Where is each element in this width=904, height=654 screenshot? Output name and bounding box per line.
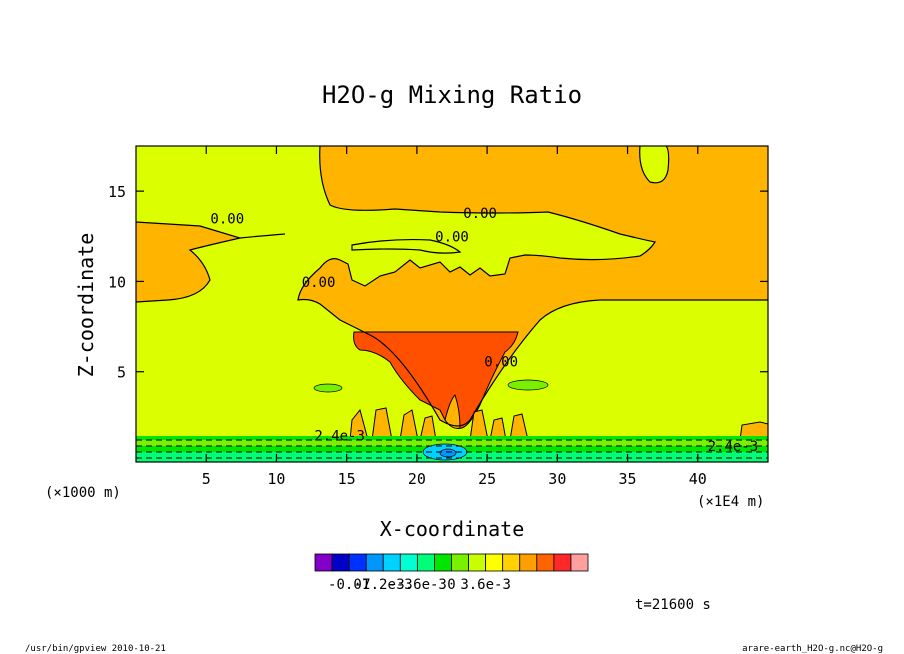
low-level-spikes	[349, 407, 768, 441]
colorbar-tick-labels: -0.01-7.2e-3-3.6e-3 0 3.6e-3	[328, 577, 511, 593]
y-tick-label: 10	[108, 273, 126, 291]
x-unit-left: (×1000 m)	[45, 485, 121, 501]
colorbar-tick-label: -0.01	[328, 577, 370, 593]
x-tick-label: 15	[338, 470, 356, 488]
colorbar-swatch	[536, 553, 555, 572]
y-tick-label: 15	[108, 183, 126, 201]
contour-label: 0.00	[302, 275, 336, 291]
colorbar-tick-label: -7.2e-3	[354, 577, 413, 593]
x-axis-label: X-coordinate	[380, 517, 525, 541]
footer-right: arare-earth_H2O-g.nc@H2O-g	[742, 644, 883, 654]
x-axis-ticks: 5 10 15 20 25 30 35 40	[202, 146, 707, 488]
footer-left: /usr/bin/gpview 2010-10-21	[25, 644, 166, 654]
low-level-blue-blob	[439, 448, 457, 458]
colorbar-swatch	[519, 553, 538, 572]
y-axis-ticks: 5 10 15	[108, 183, 768, 382]
x-tick-label: 35	[619, 470, 637, 488]
contour-label: 0.00	[210, 212, 244, 228]
colorbar-swatch	[382, 553, 401, 572]
colorbar-swatch	[416, 553, 435, 572]
colorbar-swatch	[502, 553, 521, 572]
contour-label: 0.00	[484, 354, 518, 370]
plot-frame	[135, 145, 769, 463]
colorbar-swatch	[399, 553, 418, 572]
x-tick-label: 30	[548, 470, 566, 488]
y-axis-label: Z-coordinate	[74, 233, 98, 378]
colorbar-tick-label: 3.6e-3	[460, 577, 511, 593]
top-right-lobe	[639, 146, 669, 183]
solid-contours	[136, 146, 768, 427]
time-label: t=21600 s	[635, 597, 711, 613]
colorbar-swatch	[331, 553, 350, 572]
colorbar-swatch	[434, 553, 452, 572]
colorbar-swatch	[553, 553, 572, 572]
x-unit-right: (×1E4 m)	[697, 494, 764, 510]
contour-labels: 0.00 0.00 0.00 0.00 0.00 2.4e-3 2.4e-3	[210, 206, 758, 455]
y-tick-label: 5	[117, 364, 126, 382]
colorbar-swatch	[451, 553, 469, 572]
colorbar-tick-label: -3.6e-3	[388, 577, 447, 593]
x-tick-label: 10	[267, 470, 285, 488]
x-tick-label: 20	[408, 470, 426, 488]
x-tick-label: 40	[689, 470, 707, 488]
colorbar-swatch	[314, 553, 333, 572]
colorbar-swatch	[365, 553, 384, 572]
x-tick-label: 5	[202, 470, 211, 488]
contour-label: 2.4e-3	[708, 439, 759, 455]
contour-label: 2.4e-3	[314, 428, 365, 444]
plume-stem	[444, 394, 461, 429]
green-blob-right	[507, 379, 549, 391]
colorbar-tick-label: 0	[447, 577, 455, 593]
colorbar-swatch	[348, 553, 367, 572]
green-blob-left	[313, 383, 343, 393]
colorbar	[314, 553, 589, 572]
colorbar-swatch	[468, 553, 487, 572]
low-level-band-light	[136, 440, 768, 446]
x-tick-label: 25	[478, 470, 496, 488]
contour-label: 0.00	[435, 230, 469, 246]
chart-title: H2O-g Mixing Ratio	[322, 81, 582, 109]
contour-label: 0.00	[463, 206, 497, 222]
colorbar-swatch	[485, 553, 504, 572]
colorbar-swatch	[570, 553, 589, 572]
contour-plot: 0.00 0.00 0.00 0.00 0.00 2.4e-3 2.4e-3	[135, 145, 769, 463]
upper-band-region	[136, 146, 768, 426]
dashed-contours	[136, 439, 768, 459]
